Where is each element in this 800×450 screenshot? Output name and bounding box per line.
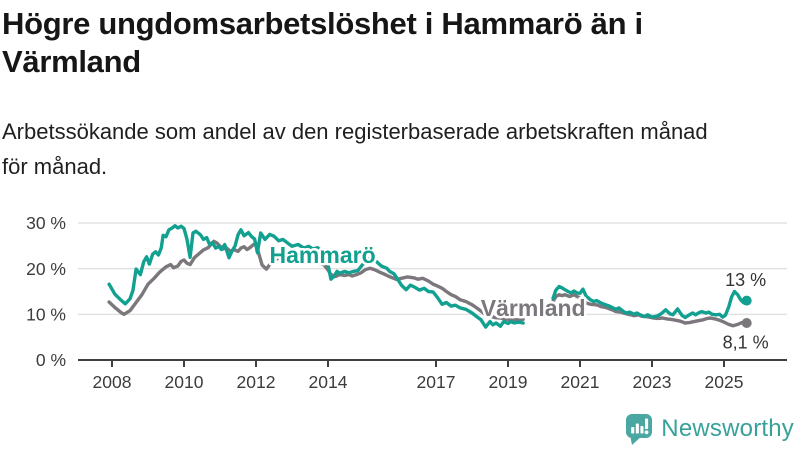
- chart-subtitle: Arbetssökande som andel av den registerb…: [2, 114, 798, 184]
- y-tick-label-0: 0 %: [36, 350, 66, 370]
- x-tick-label-2019: 2019: [489, 372, 528, 392]
- series-end-dot-hammar: [741, 295, 752, 306]
- x-tick-label-2025: 2025: [705, 372, 744, 392]
- chart-subtitle-line1: Arbetssökande som andel av den registerb…: [2, 119, 708, 144]
- x-tick-label-2014: 2014: [309, 372, 348, 392]
- series-label-hammar: Hammarö: [270, 242, 376, 268]
- series-end-label-vrmland: 8,1 %: [723, 333, 769, 353]
- y-tick-label-20: 20 %: [26, 259, 66, 279]
- page-title: Högre ungdomsarbetslöshet i Hammarö än i…: [2, 5, 722, 81]
- series-line-hammar-segment-1: [551, 284, 749, 320]
- series-end-dot-vrmland: [741, 318, 752, 329]
- x-tick-label-2023: 2023: [633, 372, 672, 392]
- page-title-line2: Värmland: [2, 44, 141, 79]
- x-tick-label-2021: 2021: [561, 372, 600, 392]
- series-line-vrmland-segment-0: [107, 239, 525, 322]
- x-tick-label-2008: 2008: [93, 372, 132, 392]
- series-line-hammar-segment-0: [107, 224, 525, 329]
- series-label-vrmland: Värmland: [481, 295, 586, 321]
- newsworthy-logo: Newsworthy: [625, 412, 794, 446]
- newsworthy-brand-text: Newsworthy: [661, 415, 794, 442]
- series-end-label-hammar: 13 %: [725, 270, 766, 290]
- y-tick-label-10: 10 %: [26, 305, 66, 325]
- x-tick-label-2010: 2010: [165, 372, 204, 392]
- x-tick-label-2017: 2017: [417, 372, 456, 392]
- page-title-line1: Högre ungdomsarbetslöshet i Hammarö än i: [2, 6, 643, 41]
- y-tick-label-30: 30 %: [26, 213, 66, 233]
- x-tick-label-2012: 2012: [237, 372, 276, 392]
- newsworthy-logo-icon: [626, 413, 653, 445]
- chart-subtitle-line2: för månad.: [2, 154, 108, 179]
